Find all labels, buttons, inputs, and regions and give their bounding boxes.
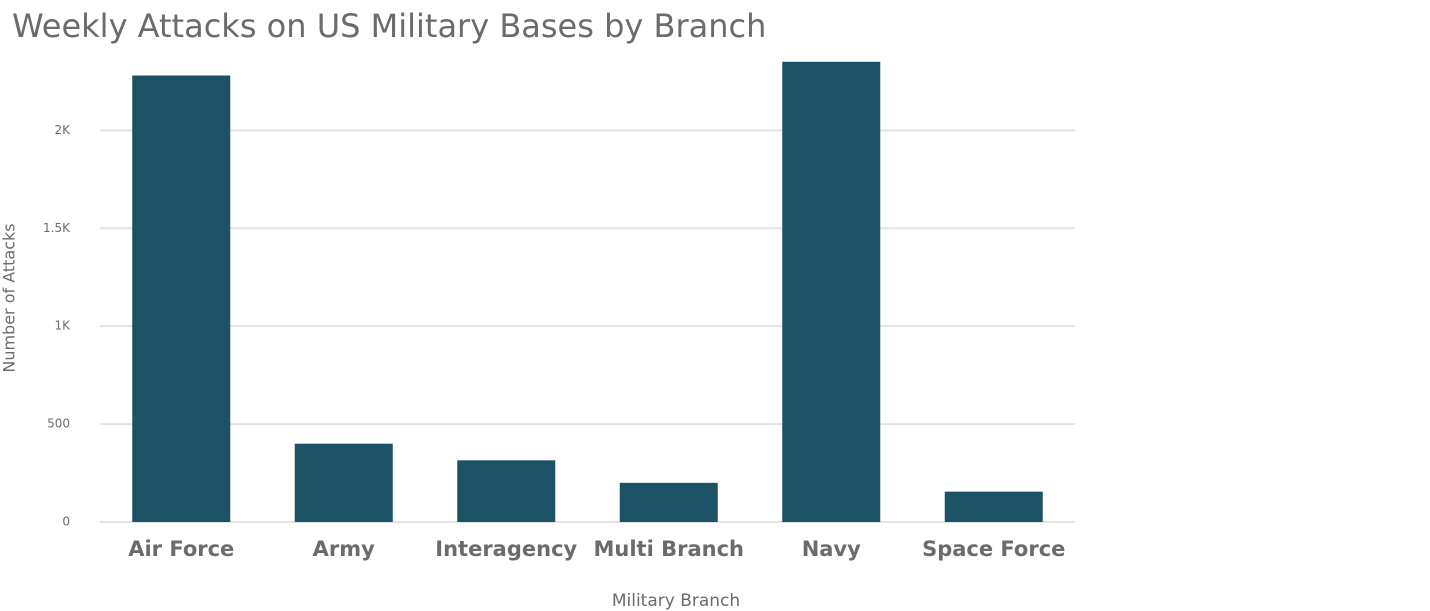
x-tick-label: Air Force (128, 537, 234, 561)
x-tick-label: Interagency (435, 537, 577, 561)
x-axis-label: Military Branch (612, 591, 740, 611)
x-tick-label: Navy (802, 537, 861, 561)
x-tick-label: Army (313, 537, 375, 561)
bar (132, 75, 231, 522)
bar (457, 460, 556, 522)
y-tick-label: 0 (62, 515, 70, 529)
bar (944, 491, 1043, 522)
y-axis-label: Number of Attacks (0, 223, 19, 372)
y-tick-label: 500 (47, 417, 70, 431)
bar (619, 482, 718, 522)
x-tick-label: Multi Branch (594, 537, 744, 561)
chart-title: Weekly Attacks on US Military Bases by B… (12, 7, 766, 45)
y-tick-label: 1.5K (43, 221, 71, 235)
y-tick-label: 1K (54, 319, 71, 333)
x-tick-label: Space Force (922, 537, 1065, 561)
y-tick-label: 2K (54, 123, 71, 137)
bar (782, 61, 881, 523)
bar (294, 443, 393, 522)
